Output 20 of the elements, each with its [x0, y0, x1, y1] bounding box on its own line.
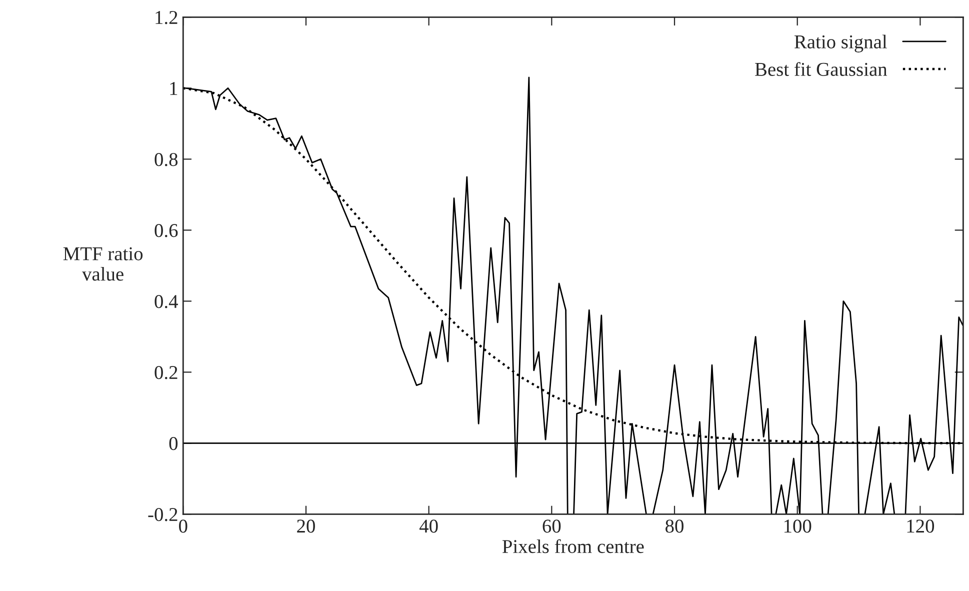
x-tick-label: 80 — [666, 520, 684, 533]
x-tick-label: 40 — [419, 520, 438, 533]
legend-label: Ratio signal — [794, 34, 887, 52]
x-tick-label: 60 — [542, 520, 561, 533]
y-tick-label: 1 — [170, 82, 178, 95]
x-tick-label: 0 — [179, 520, 188, 533]
y-tick-label: 0.4 — [154, 294, 178, 308]
x-tick-label: 120 — [907, 520, 934, 533]
y-tick-label: 0.2 — [154, 366, 178, 380]
y-tick-label: 0.6 — [154, 224, 178, 238]
x-tick-label: 100 — [784, 520, 812, 533]
y-tick-label: 0.8 — [154, 152, 178, 166]
y-axis-title: MTF ratio value — [63, 247, 143, 281]
line-series — [186, 76, 964, 514]
y-tick-label: -0.2 — [148, 508, 178, 522]
legend-label: Best fit Gaussian — [755, 62, 888, 76]
y-tick-label: 1.2 — [156, 11, 178, 24]
x-tick-label: 20 — [297, 520, 315, 533]
y-tick-label: 0 — [169, 436, 178, 450]
x-axis-title: Pixels from centre — [502, 539, 644, 554]
